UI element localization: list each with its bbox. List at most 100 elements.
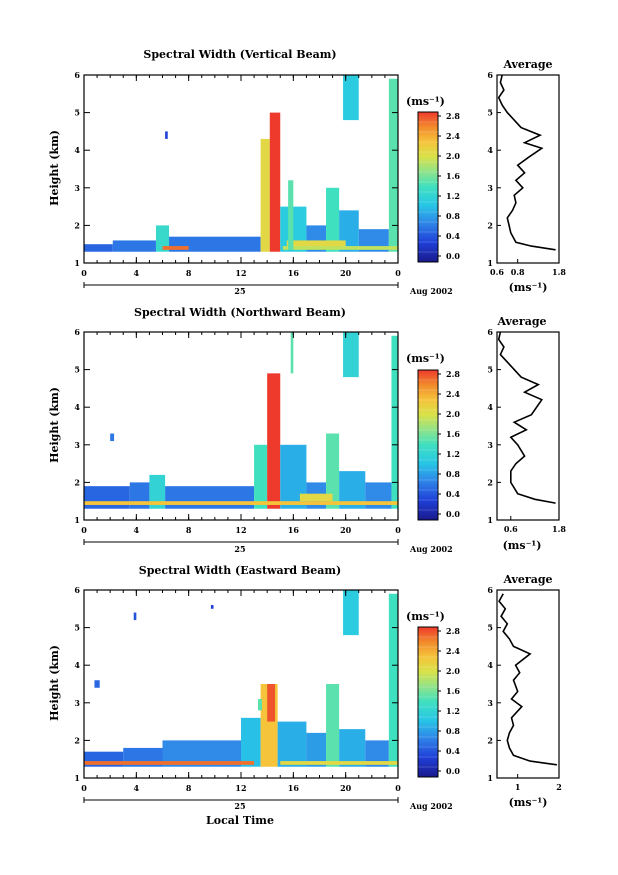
x-tick-label: 4	[134, 525, 140, 535]
x-tick-label: 16	[288, 783, 300, 793]
x-tick-label: 12	[235, 268, 246, 278]
avg-y-tick-label: 4	[487, 660, 493, 670]
x-tick-label: 0	[395, 268, 401, 278]
heatmap-cell	[282, 246, 398, 250]
x-tick-label: 12	[235, 525, 246, 535]
colorbar-tick-label: 1.6	[446, 686, 460, 696]
chart-title: Spectral Width (Northward Beam)	[134, 306, 346, 319]
avg-y-tick-label: 6	[487, 327, 493, 337]
colorbar-tick-label: 1.2	[446, 706, 460, 716]
heatmap-cell	[84, 761, 255, 765]
colorbar-tick-label: 2.4	[446, 131, 460, 141]
y-axis-label: Height (km)	[48, 645, 61, 721]
avg-x-tick-label: 1.8	[552, 267, 566, 277]
average-xlabel: (ms⁻¹)	[503, 539, 542, 552]
y-tick-label: 6	[74, 70, 80, 80]
heatmap-cell	[343, 332, 359, 378]
heatmap-cell	[306, 732, 327, 767]
colorbar-tick-label: 2.4	[446, 646, 460, 656]
avg-y-tick-label: 3	[487, 440, 493, 450]
y-tick-label: 2	[74, 220, 80, 230]
colorbar-tick-label: 0.4	[446, 489, 460, 499]
avg-x-tick-label: 1.8	[552, 524, 566, 534]
colorbar-tick-label: 1.6	[446, 171, 460, 181]
colorbar-gradient	[417, 626, 439, 778]
x-tick-label: 4	[134, 268, 140, 278]
avg-y-tick-label: 4	[487, 402, 493, 412]
avg-y-tick-label: 2	[487, 220, 493, 230]
colorbar-tick-label: 0.4	[446, 231, 460, 241]
heatmap-cell	[110, 433, 115, 442]
x-tick-label: 20	[340, 525, 352, 535]
y-tick-label: 5	[74, 108, 80, 118]
heatmap-cell	[84, 244, 113, 252]
heatmap-cell	[339, 729, 366, 767]
heatmap-cell	[326, 684, 340, 767]
heatmap-cell	[112, 240, 156, 252]
x-tick-label: 0	[395, 525, 401, 535]
avg-y-tick-label: 3	[487, 698, 493, 708]
x-tick-label: 20	[340, 268, 352, 278]
colorbar: 0.0 0.4 0.8 1.2 1.6 2.0 2.4 2.8	[417, 626, 460, 778]
avg-y-tick-label: 4	[487, 145, 493, 155]
avg-x-tick-label: 2	[556, 782, 562, 792]
heatmap-cell	[280, 761, 398, 765]
avg-x-tick-label: 1	[515, 782, 521, 792]
y-tick-label: 3	[74, 698, 80, 708]
heatmap-cell	[267, 373, 281, 509]
heatmap-cell	[241, 717, 261, 767]
heatmap-cell	[267, 684, 276, 722]
colorbar-tick-label: 2.8	[446, 626, 460, 636]
y-tick-label: 2	[74, 477, 80, 487]
heatmap-cell	[155, 225, 170, 252]
x-tick-label: 0	[81, 268, 87, 278]
avg-x-tick-label: 0.6	[504, 524, 518, 534]
avg-y-tick-label: 1	[487, 258, 493, 268]
heatmap-cell	[133, 612, 137, 621]
x-tick-label: 8	[186, 783, 192, 793]
colorbar-tick-label: 0.8	[446, 211, 460, 221]
colorbar-unit: (ms⁻¹)	[406, 352, 445, 365]
colorbar: 0.0 0.4 0.8 1.2 1.6 2.0 2.4 2.8	[417, 369, 460, 521]
y-tick-label: 1	[74, 773, 80, 783]
panel-vertical-beam: Spectral Width (Vertical Beam) 0 4 8 12 16 20…	[48, 48, 566, 296]
heatmap-cell	[388, 593, 398, 767]
colorbar-tick-label: 1.2	[446, 449, 460, 459]
x-axis-label: Local Time	[206, 814, 274, 827]
day-label: 25	[234, 801, 245, 811]
heatmap-cell	[388, 78, 398, 252]
heatmap-cell	[290, 332, 294, 374]
average-title: Average	[496, 315, 546, 328]
colorbar: 0.0 0.4 0.8 1.2 1.6 2.0 2.4 2.8	[417, 111, 460, 263]
avg-y-tick-label: 3	[487, 183, 493, 193]
heatmap-cell	[84, 501, 398, 505]
avg-y-tick-label: 6	[487, 585, 493, 595]
x-tick-label: 4	[134, 783, 140, 793]
colorbar-unit: (ms⁻¹)	[406, 95, 445, 108]
avg-y-tick-label: 6	[487, 70, 493, 80]
y-axis-label: Height (km)	[48, 387, 61, 463]
x-tick-label: 16	[288, 525, 300, 535]
heatmap-cell	[299, 493, 333, 502]
average-title: Average	[502, 573, 552, 586]
heatmap-cell	[94, 680, 100, 688]
x-tick-label: 0	[395, 783, 401, 793]
average-frame	[496, 74, 560, 264]
heatmap-cell	[260, 138, 270, 252]
average-xlabel: (ms⁻¹)	[509, 281, 548, 294]
colorbar-tick-label: 2.0	[446, 666, 460, 676]
y-tick-label: 1	[74, 258, 80, 268]
average-frame	[496, 331, 560, 521]
average-line	[497, 331, 556, 504]
heatmap-cell	[165, 486, 255, 509]
heatmap-cell	[288, 180, 294, 250]
chart-title: Spectral Width (Eastward Beam)	[139, 564, 341, 577]
y-tick-label: 6	[74, 327, 80, 337]
y-tick-label: 4	[74, 402, 80, 412]
colorbar-gradient	[417, 369, 439, 521]
colorbar-tick-label: 1.2	[446, 191, 460, 201]
colorbar-tick-label: 2.8	[446, 369, 460, 379]
